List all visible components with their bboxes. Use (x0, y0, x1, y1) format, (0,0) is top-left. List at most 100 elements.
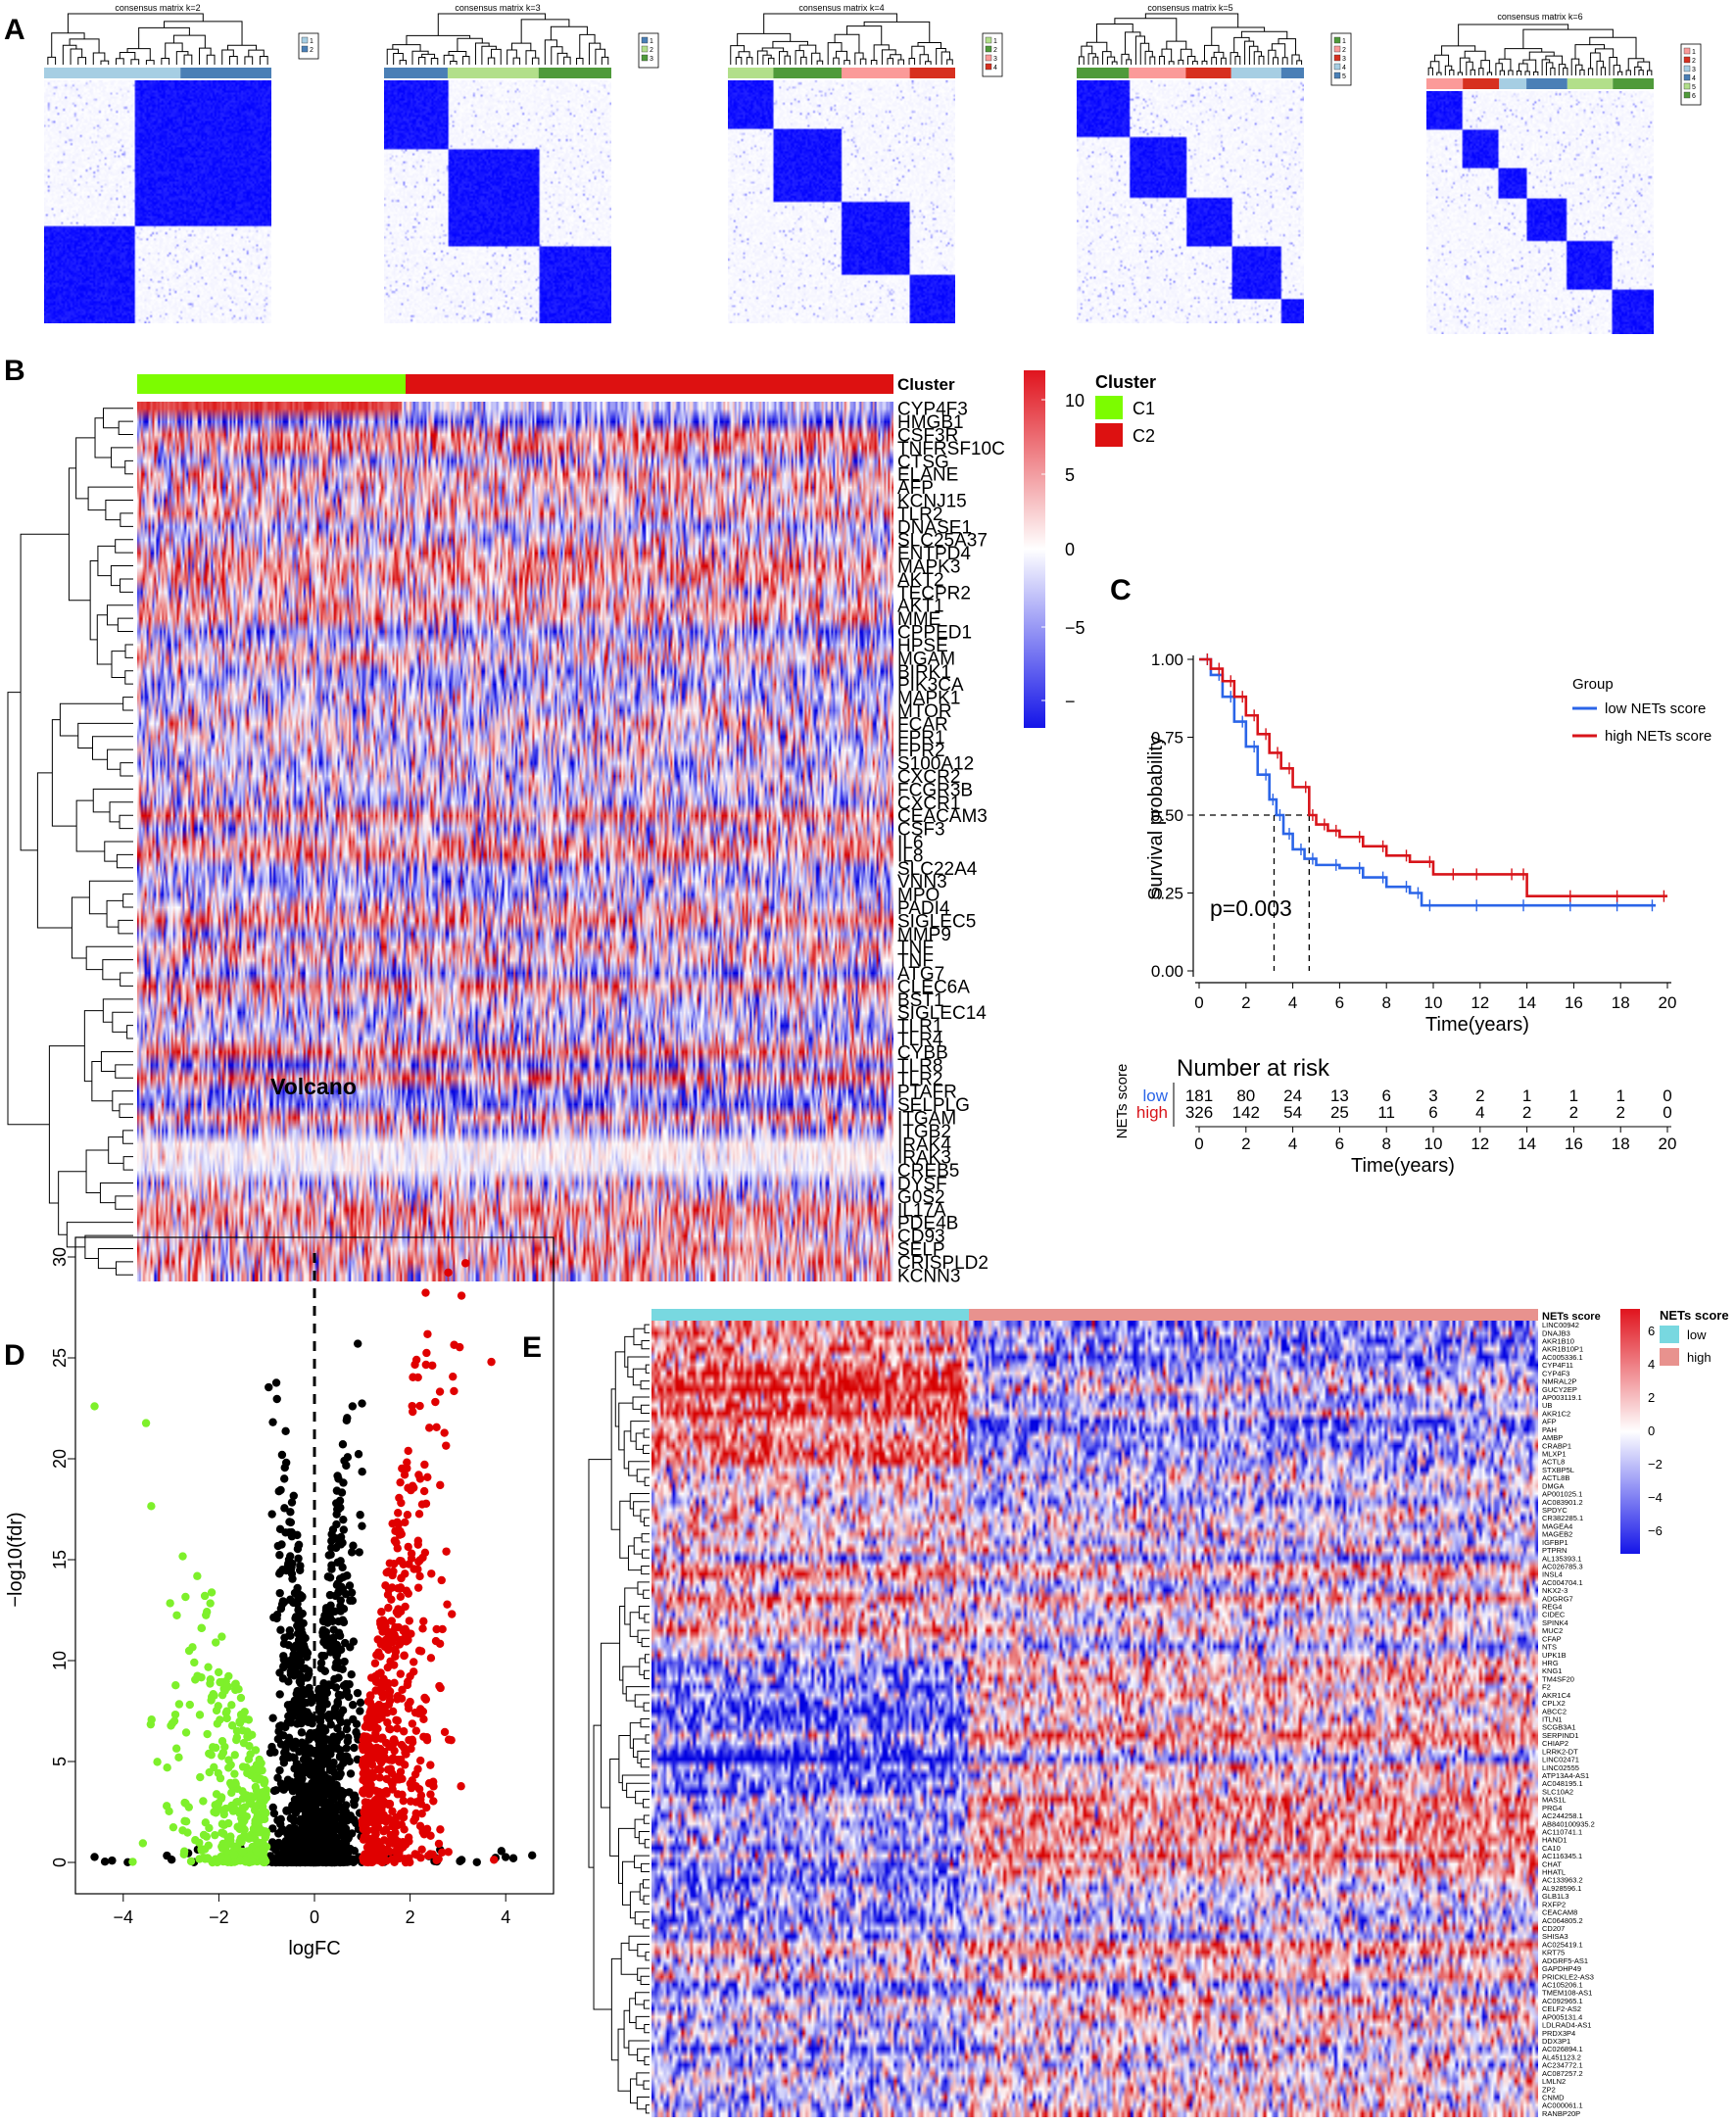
gene-label: AFP (897, 478, 934, 499)
legend-swatch (1683, 56, 1691, 64)
dendrogram-branch (1230, 52, 1238, 65)
volcano-point (285, 1753, 294, 1762)
volcano-point (308, 1779, 316, 1788)
dendrogram-branch (506, 49, 517, 65)
dendrogram-branch (1495, 63, 1503, 75)
dendrogram-branch (430, 58, 439, 65)
gene-label: MUC2 (1542, 1626, 1563, 1635)
dendrogram-branch (911, 45, 925, 59)
legend-swatch-c2 (1095, 423, 1123, 447)
dendrogram-branch (99, 1182, 133, 1204)
x-tick-label: 12 (1471, 993, 1489, 1012)
legend-label-c2: C2 (1133, 426, 1155, 446)
volcano-point (178, 1826, 187, 1835)
dendrogram-branch (637, 1629, 650, 1643)
volcano-point (247, 1800, 256, 1809)
dendrogram-branch (735, 57, 743, 65)
volcano-point (415, 1795, 425, 1804)
dendrogram-branch (556, 52, 568, 65)
legend-swatch (985, 63, 992, 71)
legend-label: 4 (1342, 65, 1346, 72)
volcano-point (230, 1769, 239, 1778)
gene-label: FCGR3B (897, 780, 973, 800)
volcano-point (375, 1773, 384, 1782)
consensus-dendrogram (1078, 13, 1303, 65)
dendrogram-branch (91, 1061, 113, 1102)
gene-label: AL135393.1 (1542, 1554, 1581, 1563)
dendrogram-branch (112, 1090, 133, 1112)
volcano-point (404, 1542, 412, 1552)
dendrogram-branch (1444, 65, 1453, 75)
volcano-point (279, 1639, 289, 1649)
dendrogram-branch (619, 1606, 625, 1681)
volcano-point (385, 1687, 395, 1696)
gene-label: PAH (1542, 1425, 1557, 1434)
volcano-point (286, 1777, 296, 1786)
cluster-bar-segment (384, 68, 448, 78)
scale-tick-label: 0 (1065, 540, 1075, 559)
consensus-title: consensus matrix k=2 (115, 3, 200, 13)
volcano-point (401, 1518, 410, 1527)
gene-label: MME (897, 609, 940, 630)
dendrogram-branch (635, 1790, 650, 1805)
volcano-point (472, 1858, 481, 1866)
dendrogram-branch (644, 1517, 650, 1526)
gene-label: SHISA3 (1542, 1932, 1568, 1941)
volcano-point (317, 1705, 327, 1714)
gene-label: RXFP2 (1542, 1900, 1566, 1908)
dendrogram-branch (897, 59, 905, 65)
y-tick-label: 0 (50, 1858, 70, 1867)
volcano-point (322, 1747, 332, 1757)
volcano-point (415, 1571, 424, 1581)
volcano-point (382, 1635, 391, 1644)
dendrogram-branch (1596, 60, 1604, 75)
volcano-point (254, 1838, 263, 1848)
dendrogram-branch (116, 853, 133, 869)
volcano-point (230, 1843, 239, 1852)
dendrogram-branch (1600, 67, 1607, 75)
cluster-bar-segment (842, 68, 910, 78)
dendrogram-branch (550, 25, 588, 40)
x-axis-title: logFC (288, 1938, 340, 1959)
volcano-point (396, 1607, 406, 1617)
dendrogram-branch (641, 1565, 650, 1575)
dendrogram-branch (644, 1476, 650, 1486)
cluster-bar-segment (1230, 68, 1281, 78)
panel-label-d: D (4, 1339, 25, 1372)
dendrogram-branch (1278, 38, 1297, 56)
legend-label: 2 (310, 47, 313, 54)
gene-label: ABCC2 (1542, 1707, 1567, 1715)
volcano-point (291, 1614, 300, 1622)
volcano-point (196, 1772, 205, 1782)
cluster-bar-c2 (406, 374, 893, 394)
dendrogram-branch (642, 1879, 650, 1889)
volcano-point (275, 1551, 284, 1560)
gene-label: PIK3CA (897, 675, 964, 696)
volcano-point (284, 1631, 294, 1640)
dendrogram-branch (618, 1734, 631, 1784)
dendrogram-branch (940, 51, 950, 65)
gene-label: HMGB1 (897, 412, 964, 433)
dendrogram-branch (881, 49, 896, 65)
gene-label: TMEM108-AS1 (1542, 1989, 1592, 1998)
volcano-point (395, 1854, 404, 1863)
dendrogram-branch (1291, 54, 1300, 65)
dendrogram-branch (588, 42, 602, 65)
volcano-point (443, 1600, 452, 1609)
volcano-point (227, 1788, 236, 1798)
legend-swatch (985, 36, 992, 44)
volcano-point (376, 1652, 385, 1661)
dendrogram-branch (576, 58, 584, 65)
dendrogram-branch (645, 1364, 650, 1374)
dendrogram-branch (109, 801, 133, 823)
gene-label: GUCY2EP (1542, 1385, 1577, 1394)
dendrogram-branch (1281, 57, 1288, 65)
volcano-point (385, 1724, 394, 1733)
volcano-point (391, 1537, 400, 1546)
volcano-point (449, 1372, 458, 1381)
dendrogram-branch (630, 1421, 650, 1442)
volcano-point (281, 1426, 290, 1436)
volcano-point (184, 1646, 194, 1656)
gene-label: AC087257.2 (1542, 2069, 1583, 2078)
volcano-point (296, 1817, 305, 1827)
